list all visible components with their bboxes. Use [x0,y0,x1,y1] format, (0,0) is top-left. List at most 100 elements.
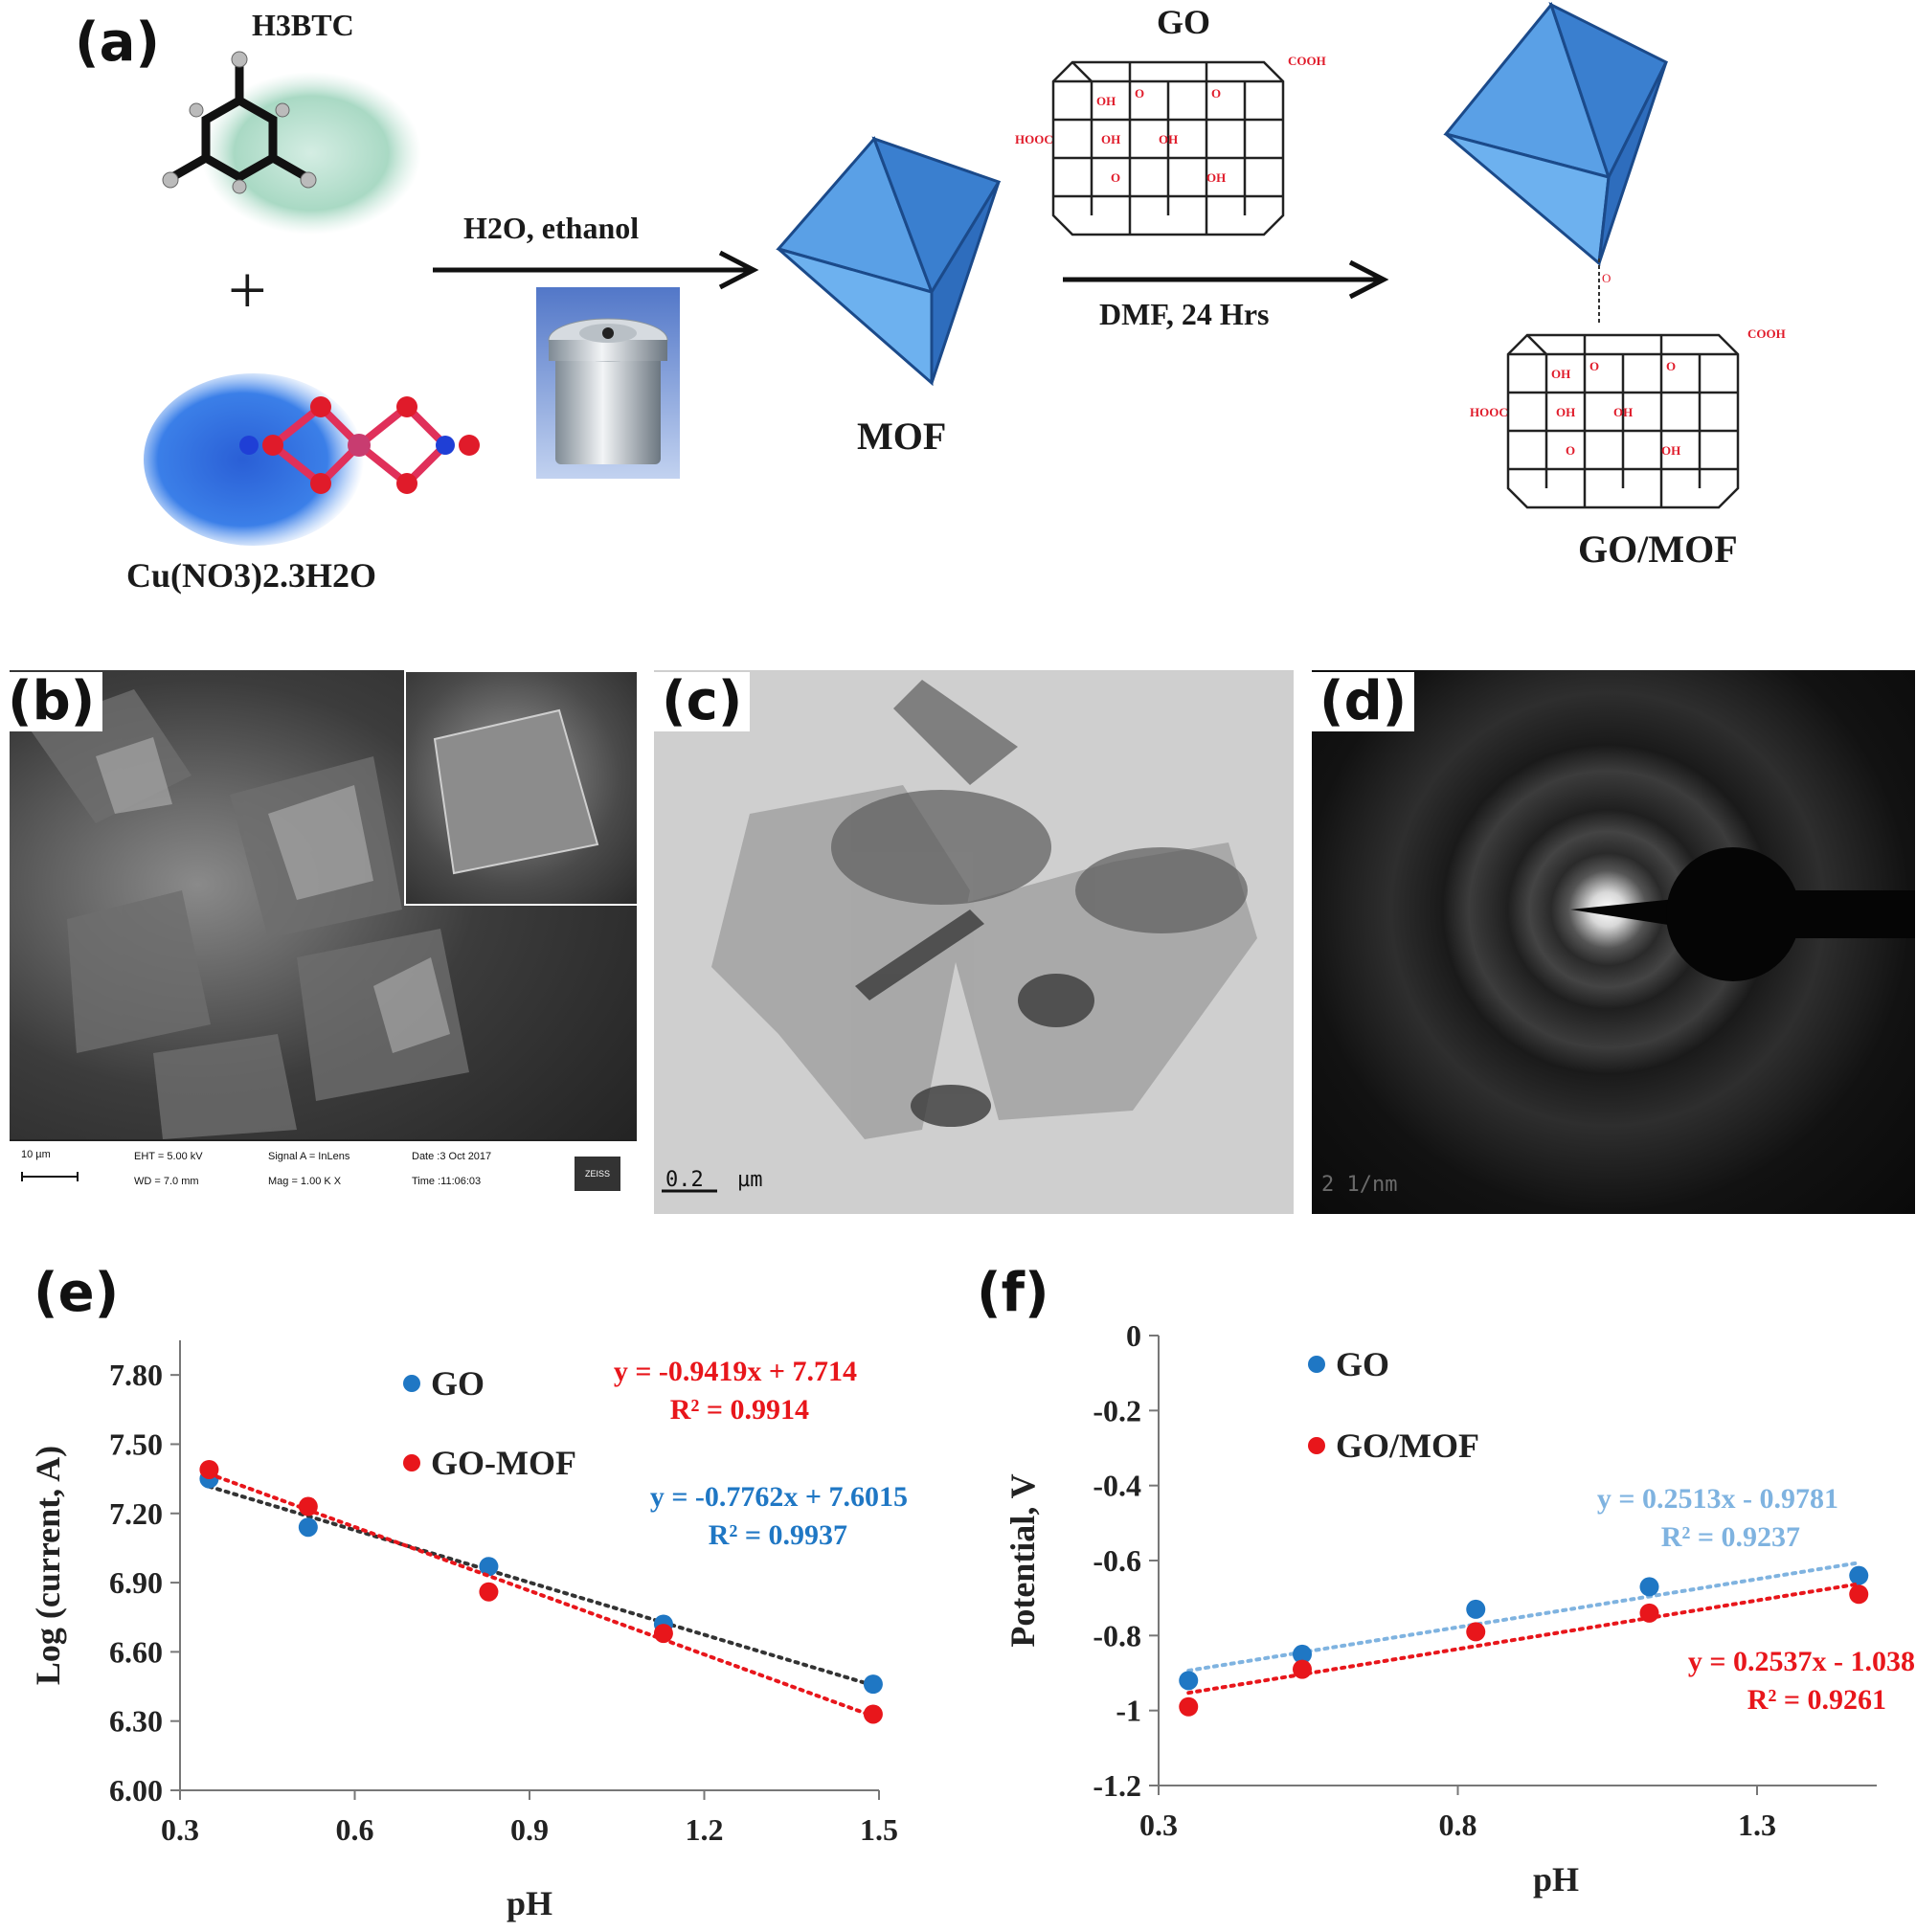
go-o-group-3: O [1111,170,1120,185]
trendline-go-mof [207,1471,875,1719]
zeiss-logo: ZEISS [575,1157,620,1191]
y-tick-label: 6.90 [109,1565,163,1600]
go-mof-o-group-2: O [1666,359,1676,373]
y-tick-label: 7.80 [109,1358,163,1392]
legend-marker [403,1375,420,1392]
data-point-go-mof [479,1582,499,1602]
step2-conditions: DMF, 24 Hrs [1099,297,1270,331]
panel-c-letter: (c) [654,672,751,731]
y-axis-label: Log (current, A) [29,1446,67,1685]
legend-label: GO/MOF [1336,1427,1479,1465]
sem-wd: WD = 7.0 mm [134,1176,199,1187]
y-tick-label: 0 [1126,1318,1141,1353]
data-point-go-mof [199,1459,219,1479]
tem-scale-bar [662,1189,717,1193]
go-mof-oh-group-2: OH [1556,405,1575,419]
go-oh-group-3: OH [1159,132,1178,146]
sem-eht: EHT = 5.00 kV [134,1151,203,1162]
r-squared-value: R² = 0.9937 [709,1519,847,1551]
tem-scale-unit: µm [737,1168,763,1192]
data-point-go [1179,1671,1199,1691]
sem-image: 10 µm EHT = 5.00 kV WD = 7.0 mm Signal A… [10,670,637,1206]
sem-mag: Mag = 1.00 K X [268,1176,342,1187]
data-point-go [479,1557,499,1577]
x-tick-label: 1.5 [860,1812,898,1847]
go-mof-oh-group-4: OH [1661,443,1680,458]
chart-e-log-current: 6.00 6.30 6.60 6.90 7.20 7.50 7.80 0.3 0.6 0.9 1.2… [29,1340,908,1922]
go-mof-sheet-structure: OH O O OH OH O OH COOH HOOC [1470,326,1786,509]
reaction-arrow-2 [1063,259,1389,300]
saed-image: 2 1/nm [1312,670,1915,1214]
regression-equation: y = -0.7762x + 7.6015 [650,1481,908,1513]
panel-d-letter: (d) [1312,672,1415,731]
y-tick-label: 7.50 [109,1427,163,1461]
y-tick-label: 6.00 [109,1773,163,1808]
go-mof-hooc-group: HOOC [1470,405,1508,419]
data-point-go-mof [1179,1696,1199,1717]
legend-marker [1308,1437,1325,1454]
y-tick-label: -0.4 [1093,1469,1141,1503]
data-point-go-mof [1849,1584,1869,1605]
data-point-go [1849,1565,1869,1585]
tem-scale-number: 0.2 [665,1168,704,1192]
go-mof-o-group-1: O [1589,359,1599,373]
regression-equation: y = 0.2537x - 1.038 [1688,1646,1915,1677]
regression-equation: y = -0.9419x + 7.714 [614,1356,857,1387]
copper-nitrate-illustration [144,373,480,546]
data-point-go-mof [1466,1622,1486,1642]
x-tick-label: 1.2 [686,1812,724,1847]
go-mof-oh-group-1: OH [1551,367,1570,381]
ester-o-group: O [1602,271,1611,285]
plus-sign: + [228,252,267,328]
saed-scale: 2 1/nm [1321,1173,1398,1197]
go-oh-group-2: OH [1101,132,1120,146]
data-point-go [1466,1599,1486,1619]
r-squared-value: R² = 0.9914 [670,1394,809,1426]
y-axis-label: Potential, V [1003,1473,1042,1647]
h3btc-illustration [162,51,421,235]
legend-label: GO [1336,1345,1389,1383]
data-point-go [298,1517,318,1538]
regression-equation: y = 0.2513x - 0.9781 [1597,1483,1838,1515]
go-mof-cooh-group: COOH [1747,326,1786,341]
go-hooc-group: HOOC [1015,132,1053,146]
x-tick-label: 0.6 [336,1812,374,1847]
go-mof-oh-group-3: OH [1613,405,1633,419]
y-tick-label: -0.8 [1093,1618,1141,1652]
data-point-go-mof [1639,1603,1659,1623]
go-label: GO [1157,3,1211,41]
h3btc-label: H3BTC [252,8,354,42]
reaction-arrow-1 [433,250,759,290]
sem-scale-label: 10 µm [21,1149,51,1160]
go-oh-group-1: OH [1096,94,1116,108]
data-point-go [1639,1577,1659,1597]
sem-date: Date :3 Oct 2017 [412,1151,492,1162]
x-tick-label: 0.3 [1139,1808,1178,1842]
go-mof-octahedron [1443,1,1669,266]
y-tick-label: 6.30 [109,1704,163,1739]
panel-a-letter: (a) [75,11,160,74]
ester-linkage: O [1598,258,1611,326]
legend-marker [1308,1356,1325,1373]
mof-octahedron [776,136,1002,387]
x-tick-label: 0.9 [510,1812,549,1847]
sem-signal: Signal A = InLens [268,1151,350,1162]
y-tick-label: -1.2 [1093,1768,1141,1803]
legend-label: GO-MOF [431,1444,576,1482]
data-point-go-mof [653,1624,673,1644]
x-axis-label: pH [507,1884,552,1922]
step1-conditions: H2O, ethanol [463,211,640,245]
x-tick-label: 1.3 [1738,1808,1776,1842]
go-o-group-1: O [1135,86,1144,101]
data-point-go-mof [863,1704,883,1724]
data-point-go [1293,1644,1312,1664]
r-squared-value: R² = 0.9237 [1661,1521,1800,1553]
data-point-go-mof [298,1496,318,1516]
sem-inset [404,670,637,906]
y-tick-label: 7.20 [109,1496,163,1531]
go-mof-label: GO/MOF [1578,528,1738,571]
chart-f-potential: 0 -0.2 -0.4 -0.6 -0.8 -1 -1.2 0.3 0.8 1.3 pH Potent… [1003,1318,1915,1898]
y-tick-label: 6.60 [109,1634,163,1669]
y-tick-label: -0.2 [1093,1393,1141,1427]
sem-info-bar: 10 µm EHT = 5.00 kV WD = 7.0 mm Signal A… [10,1139,637,1206]
